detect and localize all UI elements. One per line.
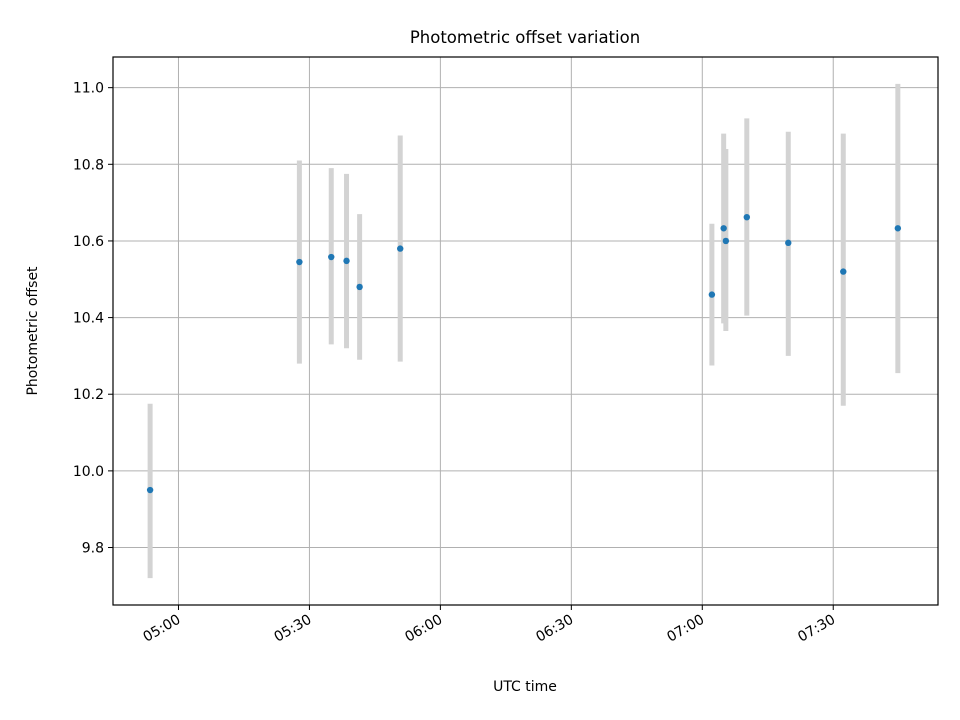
x-axis-label: UTC time (493, 679, 557, 695)
y-tick-label: 10.2 (73, 387, 104, 403)
data-point (840, 268, 847, 275)
data-point (356, 283, 363, 291)
y-tick-label: 9.8 (82, 541, 104, 557)
data-point (296, 258, 303, 266)
grid (113, 57, 938, 605)
y-axis-ticks: 9.8 10.0 10.2 10.4 10.6 10.8 11.0 (73, 81, 113, 557)
data-point (328, 253, 335, 261)
plot-frame (112, 56, 939, 606)
chart-title: Photometric offset variation (410, 28, 640, 47)
data-point (720, 225, 727, 232)
data-point (397, 245, 404, 252)
y-tick-label: 10.0 (73, 464, 104, 480)
data-point (708, 291, 716, 298)
y-tick-label: 11.0 (73, 81, 104, 97)
data-point (343, 257, 350, 265)
y-tick-label: 10.4 (73, 311, 104, 327)
y-axis-label: Photometric offset (25, 266, 41, 396)
data-point (894, 225, 902, 232)
y-tick-label: 10.8 (73, 157, 104, 173)
data-point (743, 213, 751, 221)
y-tick-label: 10.6 (73, 234, 104, 250)
data-point (722, 237, 730, 245)
data-points (146, 213, 902, 494)
data-point (785, 239, 792, 247)
data-point (146, 486, 154, 494)
